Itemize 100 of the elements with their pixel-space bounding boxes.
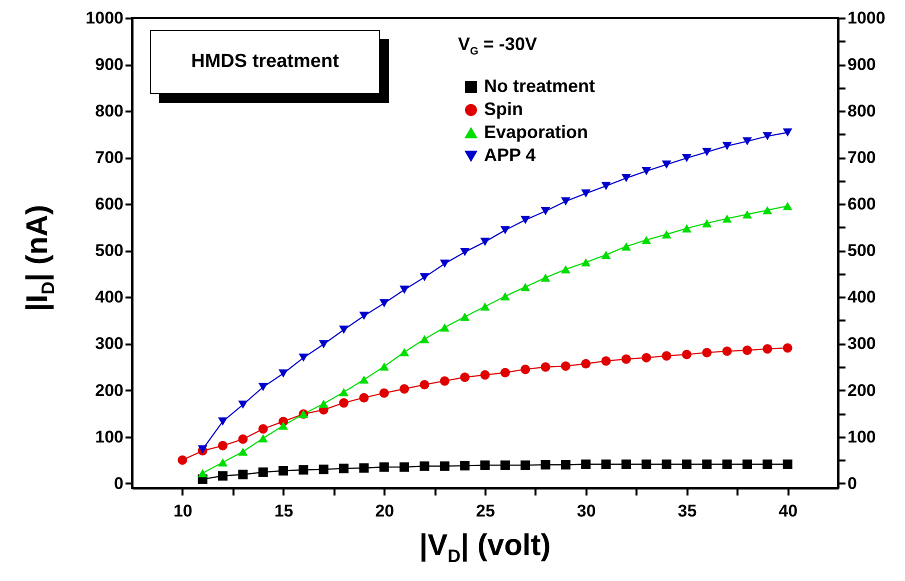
point [742,346,752,355]
point [400,348,410,356]
y-tick-label: 100 [95,427,124,446]
point [682,224,692,232]
point [500,460,510,470]
y2-tick-label: 0 [848,474,857,493]
point [540,460,550,470]
y2-tick-label: 1000 [848,8,886,28]
point [500,368,510,378]
point [520,364,530,374]
point [762,132,772,140]
point [278,466,288,476]
point [621,460,631,470]
y-tick-label: 900 [95,55,124,74]
point [742,210,752,218]
point [682,460,692,470]
point [420,334,430,344]
y2-tick-label: 400 [848,288,876,307]
point [702,219,712,228]
y2-tick-label: 300 [848,334,876,354]
point [238,434,248,444]
y2-tick-label: 800 [848,102,876,121]
legend-label: No treatment [484,76,596,96]
point [520,282,530,292]
y-tick-label: 300 [95,334,124,354]
point [318,464,328,474]
point [278,422,288,430]
legend-label: Spin [484,99,523,119]
point [460,248,470,256]
point [540,207,550,216]
point [581,460,591,470]
point [298,354,308,362]
point [540,274,550,282]
point [581,189,591,198]
point [560,460,570,470]
point [520,216,530,224]
point [379,388,389,398]
point [560,265,570,274]
point [198,469,208,478]
point [480,460,490,470]
y2-tick-label: 200 [848,380,876,400]
point [722,460,732,470]
point [460,312,470,321]
point [500,226,510,234]
y-tick-label: 400 [95,288,124,307]
point [400,384,410,394]
point [782,128,792,137]
point [379,299,389,308]
point [742,137,752,146]
point [782,202,792,210]
point [359,375,369,384]
point [702,148,712,156]
point [420,273,430,282]
point [762,460,772,470]
y-tick-label: 0 [114,474,124,493]
point [440,323,450,332]
point [480,370,490,380]
point [662,460,672,470]
point [662,230,672,238]
point [702,460,712,470]
point [420,380,430,390]
point [258,382,268,392]
legend-label: APP 4 [484,145,536,165]
y-tick-label: 800 [95,102,124,121]
y2-tick-label: 700 [848,148,876,168]
point [601,356,611,366]
point [722,142,732,150]
point [440,461,450,471]
point [662,351,672,361]
point [359,392,369,402]
point [359,312,369,320]
x-tick-label: 40 [778,502,798,520]
point [581,359,591,368]
point [722,346,732,356]
y-tick-label: 600 [95,194,124,214]
point [218,417,228,426]
point [742,460,752,470]
point [480,302,490,311]
point [682,154,692,162]
point [318,340,328,348]
y2-tick-label: 900 [848,55,876,74]
point [782,460,792,470]
point [440,260,450,268]
point [642,460,652,470]
point [782,343,792,353]
point [278,369,288,378]
point [318,400,328,408]
point [762,344,772,354]
x-tick-label: 15 [274,502,294,520]
point [238,448,248,456]
point [520,460,530,470]
x-tick-label: 25 [476,502,495,520]
point [581,258,591,266]
point [460,372,470,382]
y-tick-label: 700 [95,148,124,168]
point [601,460,611,470]
point [642,166,652,176]
x-tick-label: 30 [576,502,596,520]
legend-label: Evaporation [484,122,588,142]
point [480,238,490,246]
